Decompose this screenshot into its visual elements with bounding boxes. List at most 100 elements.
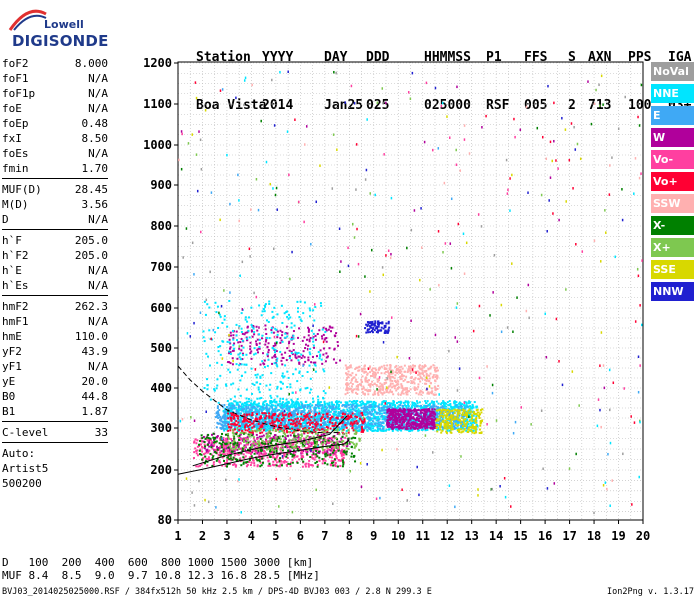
param-label: yE (2, 375, 16, 388)
echo-point (310, 443, 313, 446)
echo-point (235, 464, 238, 467)
echo-point (449, 408, 452, 411)
echo-point (364, 427, 367, 430)
echo-point (423, 418, 426, 421)
echo-point (420, 416, 423, 419)
echo-point (410, 377, 413, 380)
echo-point (269, 464, 272, 467)
echo-point (422, 417, 425, 420)
echo-point (397, 386, 400, 389)
echo-point (257, 451, 260, 454)
echo-point (436, 428, 439, 431)
echo-point (268, 445, 271, 448)
echo-point (347, 383, 350, 386)
echo-point (277, 403, 280, 406)
echo-point (410, 425, 413, 428)
echo-point (396, 413, 399, 416)
echo-point (404, 378, 407, 381)
echo-point (277, 415, 280, 418)
echo-point (442, 400, 445, 403)
echo-point (388, 412, 391, 415)
echo-point (238, 425, 241, 428)
echo-point (259, 432, 262, 435)
echo-point (240, 422, 243, 425)
echo-point (289, 465, 292, 468)
echo-point (259, 415, 262, 418)
echo-point (309, 455, 312, 458)
echo-point (441, 407, 444, 410)
echo-point (333, 458, 336, 461)
echo-point (399, 425, 402, 428)
echo-point (251, 431, 254, 434)
echo-point (392, 419, 395, 422)
echo-point (323, 408, 326, 411)
echo-point (251, 417, 254, 420)
echo-point (344, 383, 347, 386)
echo-point (374, 410, 377, 413)
param-label: hmF1 (2, 315, 29, 328)
param-value: 44.8 (81, 390, 109, 403)
echo-point (252, 405, 255, 408)
echo-point (235, 443, 238, 446)
echo-point (397, 416, 400, 419)
echo-point (373, 393, 376, 396)
echo-point (354, 368, 357, 371)
echo-point (318, 459, 321, 462)
echo-point (310, 428, 313, 431)
param-value: N/A (88, 315, 108, 328)
echo-point (425, 422, 428, 425)
echo-point (351, 424, 354, 427)
echo-point (355, 419, 358, 422)
echo-point (378, 406, 381, 409)
echo-point (308, 404, 311, 407)
echo-point (436, 415, 439, 418)
echo-point (303, 409, 306, 412)
echo-point (216, 415, 219, 418)
echo-point (345, 386, 348, 389)
echo-point (316, 463, 319, 466)
echo-point (411, 369, 414, 372)
echo-point (360, 407, 363, 410)
echo-point (252, 404, 255, 407)
echo-point (409, 411, 412, 414)
echo-point (260, 452, 263, 455)
echo-point (300, 450, 303, 453)
echo-point (471, 404, 474, 407)
echo-point (276, 446, 279, 449)
echo-point (456, 404, 459, 407)
echo-point (233, 423, 236, 426)
echo-point (428, 403, 431, 406)
echo-point (436, 406, 439, 409)
echo-point (318, 417, 321, 420)
echo-point (259, 421, 262, 424)
echo-point (386, 411, 389, 414)
echo-point (416, 409, 419, 412)
echo-point (244, 446, 247, 449)
param-row: foF2 8.000 (2, 56, 108, 71)
echo-point (279, 451, 282, 454)
echo-point (193, 440, 196, 443)
echo-point (430, 423, 433, 426)
echo-point (260, 464, 263, 467)
echo-point (363, 371, 366, 374)
echo-point (440, 416, 443, 419)
echo-point (356, 419, 359, 422)
echo-point (341, 413, 344, 416)
echo-point (360, 427, 363, 430)
echo-point (436, 376, 439, 379)
echo-point (239, 438, 242, 441)
echo-point (266, 425, 269, 428)
echo-point (330, 437, 333, 440)
echo-point (367, 383, 370, 386)
echo-point (239, 433, 242, 436)
echo-point (420, 372, 423, 375)
echo-point (210, 439, 213, 442)
echo-point (250, 402, 253, 405)
echo-point (316, 434, 319, 437)
echo-point (345, 445, 348, 448)
echo-point (268, 439, 271, 442)
echo-point (206, 460, 209, 463)
param-label: fxI (2, 132, 22, 145)
echo-point (310, 410, 313, 413)
echo-point (458, 405, 461, 408)
